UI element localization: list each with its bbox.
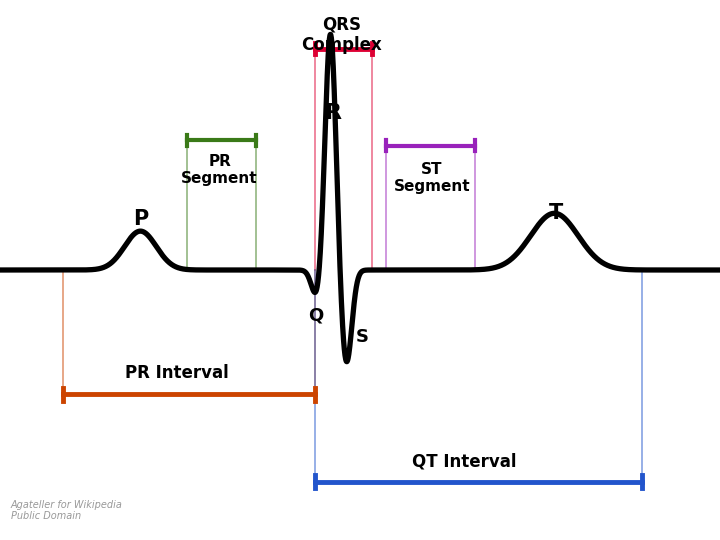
- Text: QT Interval: QT Interval: [412, 453, 517, 471]
- Text: Q: Q: [307, 307, 323, 325]
- Text: QRS
Complex: QRS Complex: [302, 16, 382, 55]
- Text: S: S: [356, 328, 369, 347]
- Text: P: P: [132, 208, 148, 229]
- Text: Agateller for Wikipedia
Public Domain: Agateller for Wikipedia Public Domain: [11, 500, 122, 521]
- Text: R: R: [325, 103, 342, 124]
- Text: PR Interval: PR Interval: [125, 363, 228, 382]
- Text: T: T: [549, 203, 563, 224]
- Text: PR
Segment: PR Segment: [181, 154, 258, 186]
- Text: ST
Segment: ST Segment: [394, 162, 470, 194]
